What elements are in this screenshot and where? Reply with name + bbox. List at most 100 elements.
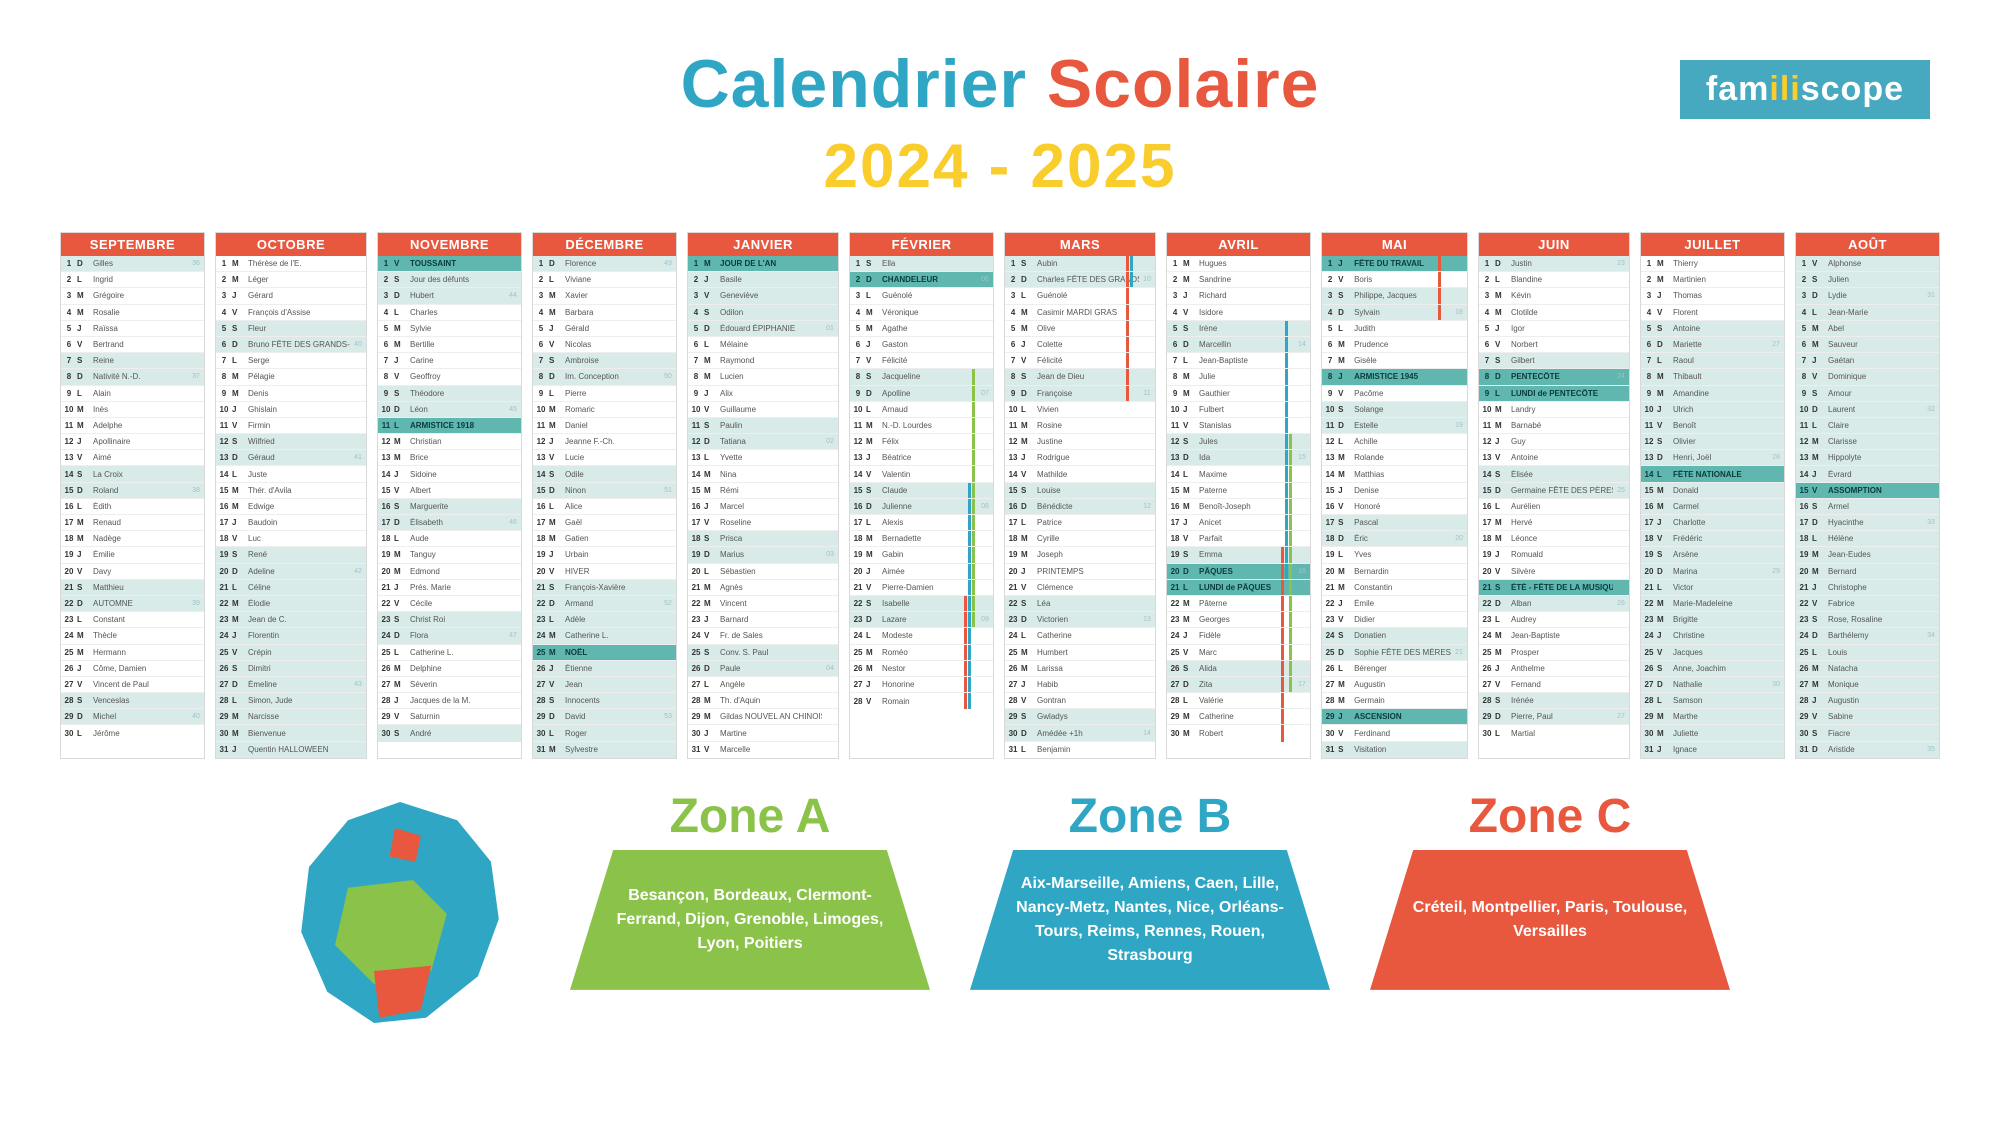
- month-column: FÉVRIER1SElla2DCHANDELEUR063LGuénolé4MVé…: [849, 232, 994, 759]
- day-row: 11MBarnabé: [1479, 418, 1629, 434]
- zone-b-title: Zone B: [970, 789, 1330, 844]
- month-header: MARS: [1005, 233, 1155, 256]
- day-row: 25VCrépin: [216, 645, 366, 661]
- day-row: 18LHélène: [1796, 531, 1939, 547]
- day-row: 25MRoméo: [850, 645, 993, 661]
- day-row: 16MBenoît-Joseph: [1167, 499, 1310, 515]
- day-row: 9JAlix: [688, 386, 838, 402]
- day-row: 8SJacqueline: [850, 369, 993, 385]
- day-row: 5SIrène: [1167, 321, 1310, 337]
- day-row: 10MInès: [61, 402, 204, 418]
- day-row: 2LIngrid: [61, 272, 204, 288]
- day-row: 10JGhislain: [216, 402, 366, 418]
- day-row: 1MThierry: [1641, 256, 1784, 272]
- day-row: 14LFÊTE NATIONALE: [1641, 466, 1784, 482]
- day-row: 13JBéatrice: [850, 450, 993, 466]
- day-row: 3JRichard: [1167, 288, 1310, 304]
- day-row: 3MXavier: [533, 288, 676, 304]
- day-row: 25LLouis: [1796, 645, 1939, 661]
- day-row: 10VGuillaume: [688, 402, 838, 418]
- month-header: DÉCEMBRE: [533, 233, 676, 256]
- day-row: 30MRobert: [1167, 725, 1310, 741]
- day-row: 7SGilbert: [1479, 353, 1629, 369]
- day-row: 15SLouise: [1005, 483, 1155, 499]
- day-row: 22DAUTOMNE39: [61, 596, 204, 612]
- day-row: 24LModeste: [850, 628, 993, 644]
- day-row: 18SPrisca: [688, 531, 838, 547]
- day-row: 11MRosine: [1005, 418, 1155, 434]
- day-row: 20DMarina29: [1641, 564, 1784, 580]
- day-row: 10MRomaric: [533, 402, 676, 418]
- day-row: 19LYves: [1322, 547, 1467, 563]
- day-row: 26MNatacha: [1796, 661, 1939, 677]
- day-row: 19MGabin: [850, 547, 993, 563]
- month-header: JANVIER: [688, 233, 838, 256]
- day-row: 18MLéonce: [1479, 531, 1629, 547]
- day-row: 23SRose, Rosaline: [1796, 612, 1939, 628]
- day-row: 13LYvette: [688, 450, 838, 466]
- day-row: 31LBenjamin: [1005, 742, 1155, 758]
- day-row: 28LValérie: [1167, 693, 1310, 709]
- day-row: 16JMarcel: [688, 499, 838, 515]
- day-row: 19DMarius03: [688, 547, 838, 563]
- day-row: 1MHugues: [1167, 256, 1310, 272]
- day-row: 10LArnaud: [850, 402, 993, 418]
- month-column: NOVEMBRE1VTOUSSAINT2SJour des défunts3DH…: [377, 232, 522, 759]
- month-header: AOÛT: [1796, 233, 1939, 256]
- day-row: 20DPÂQUES16: [1167, 564, 1310, 580]
- day-row: 13MRolande: [1322, 450, 1467, 466]
- day-row: 7SReine: [61, 353, 204, 369]
- day-row: 5MAbel: [1796, 321, 1939, 337]
- day-row: 17DHyacinthe33: [1796, 515, 1939, 531]
- day-row: 1DJustin23: [1479, 256, 1629, 272]
- day-row: 4LJean-Marie: [1796, 305, 1939, 321]
- day-row: 12MJustine: [1005, 434, 1155, 450]
- day-row: 27DZita17: [1167, 677, 1310, 693]
- day-row: 19MJean-Eudes: [1796, 547, 1939, 563]
- zone-c-block: Zone C Créteil, Montpellier, Paris, Toul…: [1370, 789, 1730, 990]
- day-row: 31MSylvestre: [533, 742, 676, 758]
- month-column: MARS1SAubin2DCharles FÊTE DES GRANDS-MÈR…: [1004, 232, 1156, 759]
- day-row: 28JJacques de la M.: [378, 693, 521, 709]
- day-row: 21SMatthieu: [61, 580, 204, 596]
- day-row: 22SLéa: [1005, 596, 1155, 612]
- day-row: 26DPaule04: [688, 661, 838, 677]
- day-row: 22MPâterne: [1167, 596, 1310, 612]
- day-row: 17SPascal: [1322, 515, 1467, 531]
- day-row: 3DLydie31: [1796, 288, 1939, 304]
- day-row: 9LPierre: [533, 386, 676, 402]
- day-row: 1VAlphonse: [1796, 256, 1939, 272]
- day-row: 27DNathalie30: [1641, 677, 1784, 693]
- day-row: 4MClotilde: [1479, 305, 1629, 321]
- day-row: 2MLéger: [216, 272, 366, 288]
- day-row: 22DAlban26: [1479, 596, 1629, 612]
- day-row: 28VGontran: [1005, 693, 1155, 709]
- day-row: 7VFélicité: [1005, 353, 1155, 369]
- day-row: 16MCarmel: [1641, 499, 1784, 515]
- day-row: 28SVenceslas: [61, 693, 204, 709]
- day-row: 10DLéon45: [378, 402, 521, 418]
- day-row: 4MVéronique: [850, 305, 993, 321]
- day-row: 4VIsidore: [1167, 305, 1310, 321]
- day-row: 30VFerdinand: [1322, 725, 1467, 741]
- day-row: 10JFulbert: [1167, 402, 1310, 418]
- day-row: 7LJean-Baptiste: [1167, 353, 1310, 369]
- day-row: 31JQuentin HALLOWEEN: [216, 742, 366, 758]
- zone-a-block: Zone A Besançon, Bordeaux, Clermont-Ferr…: [570, 789, 930, 990]
- day-row: 12JApollinaire: [61, 434, 204, 450]
- day-row: 27JHonorine: [850, 677, 993, 693]
- day-row: 24SDonatien: [1322, 628, 1467, 644]
- day-row: 21LLUNDI de PÂQUES: [1167, 580, 1310, 596]
- day-row: 7VFélicité: [850, 353, 993, 369]
- day-row: 15JDenise: [1322, 483, 1467, 499]
- day-row: 19MTanguy: [378, 547, 521, 563]
- day-row: 20MBernardin: [1322, 564, 1467, 580]
- day-row: 20JAimée: [850, 564, 993, 580]
- day-row: 4MRosalie: [61, 305, 204, 321]
- day-row: 12DTatiana02: [688, 434, 838, 450]
- day-row: 16MEdwige: [216, 499, 366, 515]
- day-row: 13DHenri, Joël28: [1641, 450, 1784, 466]
- day-row: 26MLarissa: [1005, 661, 1155, 677]
- day-row: 6LMélaine: [688, 337, 838, 353]
- day-row: 29MCatherine: [1167, 709, 1310, 725]
